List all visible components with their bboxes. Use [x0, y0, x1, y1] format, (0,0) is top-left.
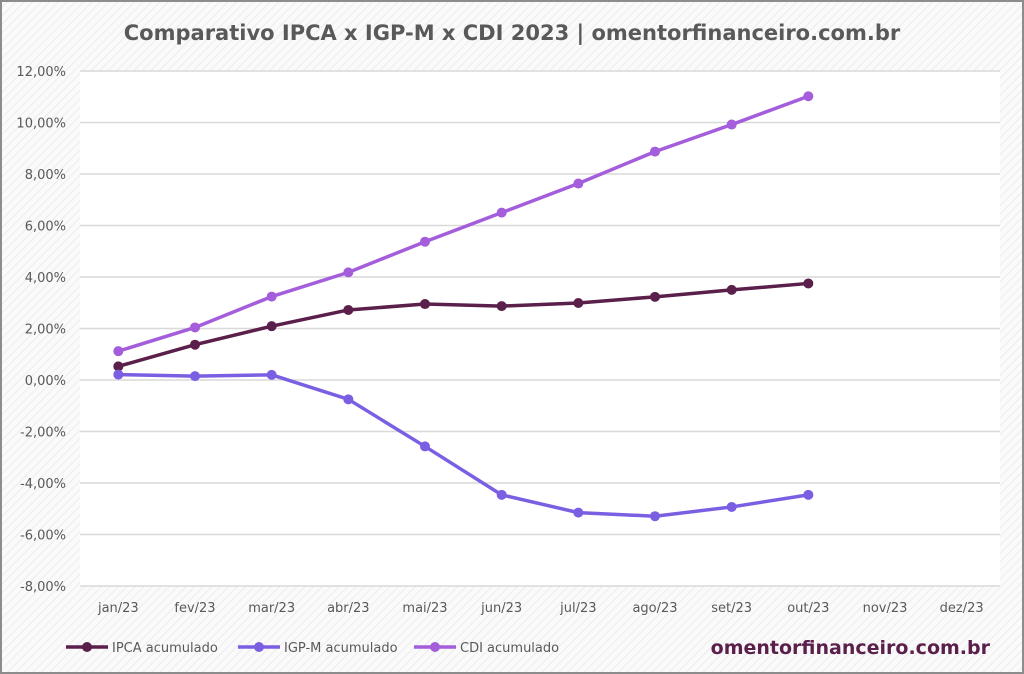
y-tick-label: -2,00% [20, 426, 66, 441]
data-point [420, 441, 430, 452]
data-point [420, 299, 430, 310]
y-tick-label: -8,00% [20, 580, 66, 595]
data-point [726, 501, 737, 512]
chart-title: Comparativo IPCA x IGP-M x CDI 2023 | om… [124, 21, 901, 46]
watermark: omentorfinanceiro.com.br [711, 637, 991, 659]
legend-marker-1 [254, 642, 264, 652]
data-point [496, 207, 507, 218]
data-point [190, 322, 200, 333]
data-point [803, 489, 814, 500]
data-point [650, 146, 660, 157]
x-tick-label: dez/23 [940, 601, 984, 616]
data-point [113, 361, 124, 372]
series-lines [113, 91, 814, 522]
data-point [573, 178, 584, 189]
x-tick-label: jun/23 [480, 601, 522, 616]
legend-label: IPCA acumulado [112, 641, 218, 656]
y-tick-label: 12,00% [16, 65, 66, 80]
data-point [343, 394, 354, 405]
x-tick-label: mai/23 [402, 601, 447, 616]
x-tick-label: set/23 [711, 601, 752, 616]
data-point [650, 511, 660, 522]
x-tick-label: abr/23 [327, 601, 370, 616]
y-tick-label: -6,00% [20, 529, 66, 544]
data-point [190, 371, 200, 382]
y-tick-label: 8,00% [25, 168, 66, 183]
data-point [343, 267, 354, 278]
y-axis: 12,00% 10,00% 8,00% 6,00% 4,00% 2,00% 0,00% -2,… [16, 65, 66, 595]
y-tick-label: 6,00% [25, 220, 66, 235]
y-tick-label: 4,00% [25, 271, 66, 286]
data-point [573, 507, 584, 518]
data-point [726, 119, 737, 130]
series-line-0 [117, 281, 809, 369]
legend-marker-0 [82, 642, 92, 652]
legend: IPCA acumulado IGP-M acumulado CDI acumula… [66, 641, 559, 656]
y-tick-label: 0,00% [25, 374, 66, 389]
x-tick-label: mar/23 [248, 601, 295, 616]
data-point [266, 321, 277, 332]
x-tick-label: out/23 [787, 601, 829, 616]
data-point [803, 278, 814, 289]
data-point [266, 291, 277, 302]
data-point [650, 291, 660, 302]
y-tick-label: 10,00% [16, 117, 66, 132]
data-point [113, 346, 124, 357]
x-tick-label: jul/23 [559, 601, 596, 616]
data-point [420, 236, 430, 247]
data-point [726, 284, 737, 295]
y-tick-label: 2,00% [25, 323, 66, 338]
x-axis: jan/23 fev/23 mar/23 abr/23 mai/23 jun/23 jul/… [97, 601, 984, 616]
legend-label: CDI acumulado [460, 641, 559, 656]
series-line-1 [118, 372, 809, 518]
data-point [190, 339, 200, 350]
data-point [496, 301, 507, 312]
x-tick-label: fev/23 [174, 601, 215, 616]
data-point [266, 369, 277, 380]
gridlines [80, 70, 1000, 587]
data-point [496, 489, 507, 500]
x-tick-label: jan/23 [97, 601, 139, 616]
y-tick-label: -4,00% [20, 477, 66, 492]
legend-marker-2 [430, 642, 440, 652]
legend-label: IGP-M acumulado [284, 641, 398, 656]
data-point [343, 304, 354, 315]
data-point [803, 91, 814, 102]
x-tick-label: ago/23 [632, 601, 677, 616]
data-point [573, 298, 584, 309]
series-line-2 [117, 94, 809, 353]
x-tick-label: nov/23 [863, 601, 908, 616]
data-point [113, 369, 124, 380]
